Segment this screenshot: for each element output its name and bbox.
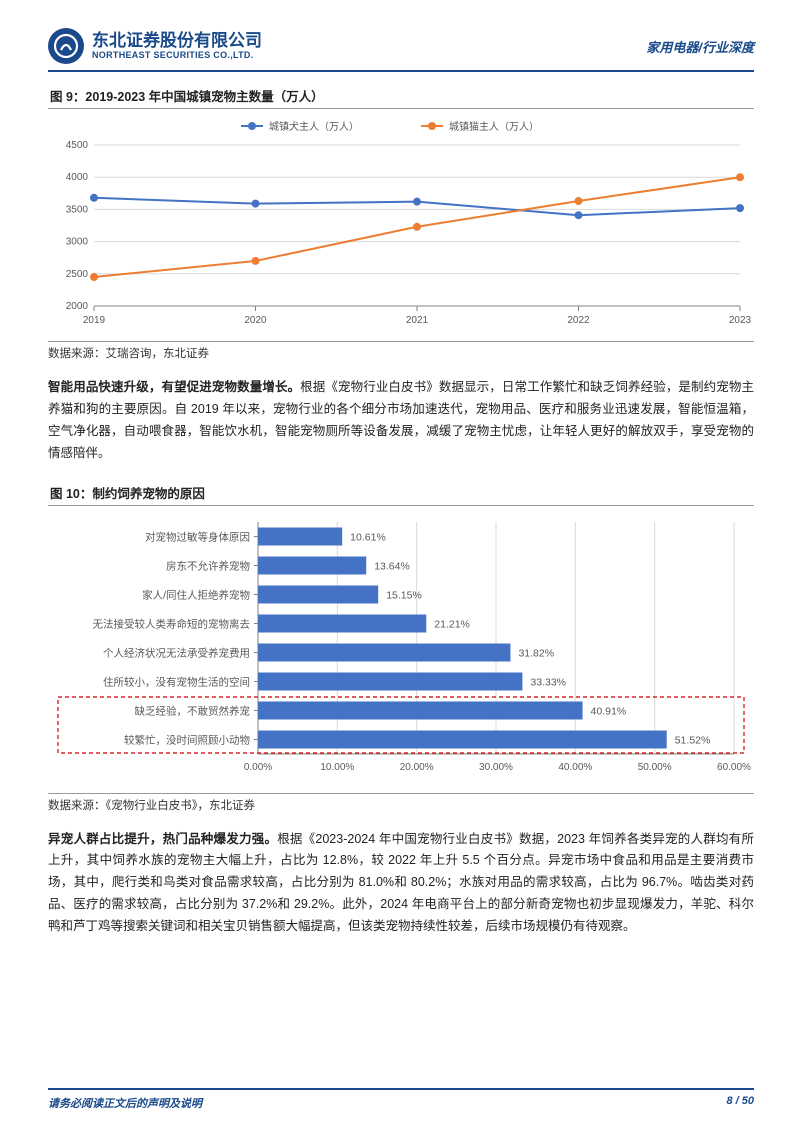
svg-text:3500: 3500 (66, 204, 89, 215)
page-footer: 请务必阅读正文后的声明及说明 8 / 50 (48, 1088, 754, 1111)
paragraph-2-lead: 异宠人群占比提升，热门品种爆发力强。 (48, 832, 277, 846)
svg-text:2020: 2020 (244, 315, 267, 326)
svg-text:0.00%: 0.00% (244, 762, 272, 773)
svg-text:住所较小，没有宠物生活的空间: 住所较小，没有宠物生活的空间 (103, 675, 250, 688)
logo-text: 东北证券股份有限公司 NORTHEAST SECURITIES CO.,LTD. (92, 32, 262, 61)
svg-text:13.64%: 13.64% (374, 560, 410, 572)
svg-text:31.82%: 31.82% (518, 647, 554, 659)
company-name-cn: 东北证券股份有限公司 (92, 32, 262, 51)
svg-text:3000: 3000 (66, 237, 89, 248)
svg-text:4500: 4500 (66, 140, 89, 151)
header-category: 家用电器/行业深度 (646, 37, 754, 56)
paragraph-2-body: 根据《2023-2024 年中国宠物行业白皮书》数据，2023 年饲养各类异宠的… (48, 832, 754, 934)
svg-text:10.61%: 10.61% (350, 531, 386, 543)
paragraph-1: 智能用品快速升级，有望促进宠物数量增长。根据《宠物行业白皮书》数据显示，日常工作… (48, 377, 754, 465)
svg-text:个人经济状况无法承受养宠费用: 个人经济状况无法承受养宠费用 (103, 646, 250, 659)
svg-text:城镇猫主人（万人）: 城镇猫主人（万人） (449, 120, 539, 133)
company-logo-icon (48, 28, 84, 64)
svg-text:2023: 2023 (729, 315, 752, 326)
figure-9-title: 图 9：2019-2023 年中国城镇宠物主数量（万人） (48, 82, 754, 109)
svg-text:缺乏经验，不敢贸然养宠: 缺乏经验，不敢贸然养宠 (135, 704, 251, 717)
svg-text:较繁忙，没时间照顾小动物: 较繁忙，没时间照顾小动物 (124, 733, 250, 746)
svg-text:30.00%: 30.00% (479, 762, 513, 773)
svg-text:家人/同住人拒绝养宠物: 家人/同住人拒绝养宠物 (142, 588, 250, 601)
svg-text:15.15%: 15.15% (386, 589, 422, 601)
svg-text:2022: 2022 (567, 315, 590, 326)
figure-9-source: 数据来源：艾瑞咨询，东北证券 (48, 341, 754, 361)
svg-text:房东不允许养宠物: 房东不允许养宠物 (166, 559, 250, 572)
svg-text:33.33%: 33.33% (530, 676, 566, 688)
svg-text:对宠物过敏等身体原因: 对宠物过敏等身体原因 (145, 530, 250, 543)
svg-text:40.00%: 40.00% (558, 762, 592, 773)
logo-group: 东北证券股份有限公司 NORTHEAST SECURITIES CO.,LTD. (48, 28, 262, 64)
svg-text:40.91%: 40.91% (591, 705, 627, 717)
svg-text:60.00%: 60.00% (717, 762, 751, 773)
figure-10-title: 图 10：制约饲养宠物的原因 (48, 479, 754, 506)
svg-text:2019: 2019 (83, 315, 106, 326)
svg-text:2000: 2000 (66, 301, 89, 312)
company-name-en: NORTHEAST SECURITIES CO.,LTD. (92, 50, 262, 60)
figure-9-chart: 2000 2500 3000 3500 4000 4500 2019 2020 2021 2022… (48, 115, 754, 335)
svg-text:50.00%: 50.00% (638, 762, 672, 773)
svg-text:2021: 2021 (406, 315, 429, 326)
svg-text:20.00%: 20.00% (400, 762, 434, 773)
svg-text:4000: 4000 (66, 172, 89, 183)
svg-text:无法接受较人类寿命短的宠物离去: 无法接受较人类寿命短的宠物离去 (93, 617, 251, 630)
svg-text:10.00%: 10.00% (320, 762, 354, 773)
footer-page-number: 8 / 50 (726, 1095, 754, 1111)
svg-text:2500: 2500 (66, 269, 89, 280)
svg-text:城镇犬主人（万人）: 城镇犬主人（万人） (269, 120, 359, 133)
paragraph-1-lead: 智能用品快速升级，有望促进宠物数量增长。 (48, 380, 300, 394)
figure-10-source: 数据来源：《宠物行业白皮书》，东北证券 (48, 793, 754, 813)
figure-10-chart: 0.00% 10.00% 20.00% 30.00% 40.00% 50.00% 60.00… (48, 512, 754, 787)
page-header: 东北证券股份有限公司 NORTHEAST SECURITIES CO.,LTD.… (48, 28, 754, 72)
svg-text:51.52%: 51.52% (675, 734, 711, 746)
svg-text:21.21%: 21.21% (434, 618, 470, 630)
footer-disclaimer: 请务必阅读正文后的声明及说明 (48, 1095, 202, 1111)
paragraph-2: 异宠人群占比提升，热门品种爆发力强。根据《2023-2024 年中国宠物行业白皮… (48, 829, 754, 938)
